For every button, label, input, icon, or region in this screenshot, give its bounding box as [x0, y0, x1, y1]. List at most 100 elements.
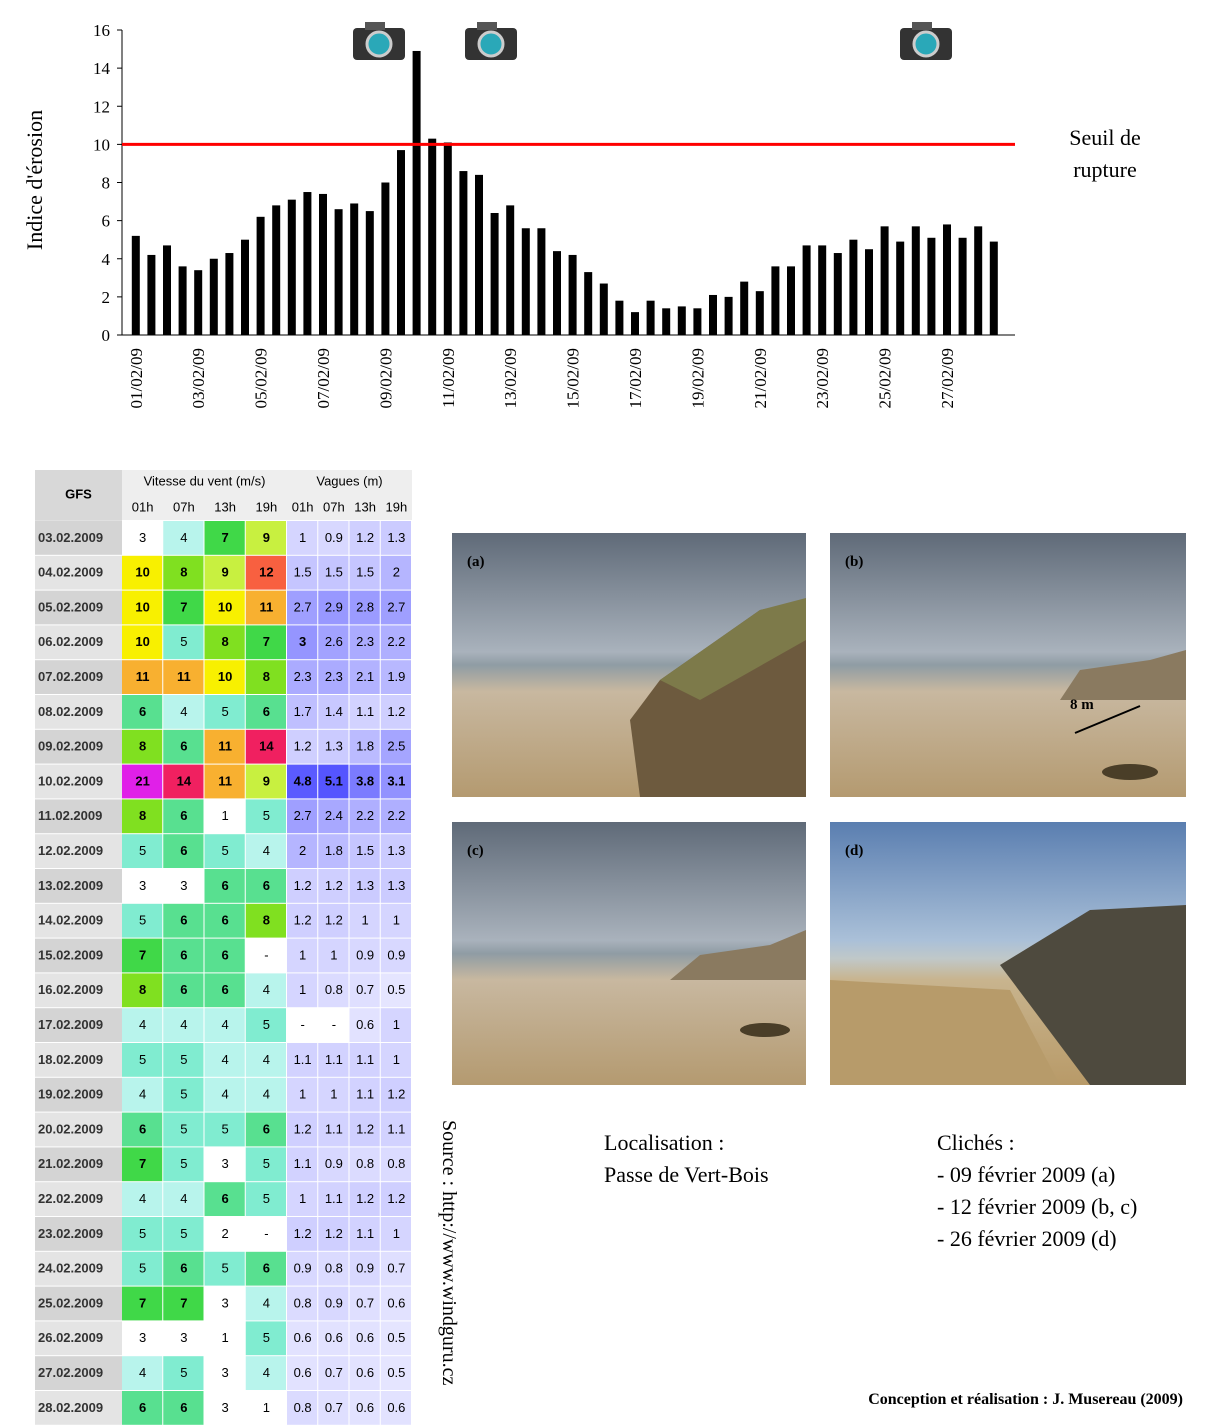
wave-cell: [318, 869, 349, 903]
y-tick-label: 14: [93, 59, 111, 78]
wind-cell: [245, 590, 286, 625]
wave-cell: [380, 1043, 411, 1077]
date: 16.02.2009: [38, 982, 103, 997]
wave-value: 1.3: [325, 739, 343, 754]
wind-cell: [204, 764, 245, 799]
wave-cell: [287, 1182, 318, 1216]
wave-cell: [287, 1112, 318, 1147]
wind-value: 4: [139, 1365, 146, 1380]
bar: [178, 266, 187, 335]
wind-cell: [245, 1356, 286, 1390]
wind-cell: [163, 1147, 204, 1182]
wave-cell: [380, 625, 411, 660]
y-tick-label: 4: [102, 250, 111, 269]
date: 23.02.2009: [38, 1226, 103, 1241]
wind-cell: [163, 1251, 204, 1286]
wind-cell: [204, 938, 245, 973]
wave-value: 1: [393, 1226, 400, 1241]
wave-cell: [287, 1286, 318, 1321]
wind-value: 8: [139, 982, 146, 997]
wind-cell: [163, 799, 204, 834]
photo-label: (c): [467, 843, 484, 859]
x-tick-label: 01/02/09: [127, 348, 146, 408]
wind-cell: [163, 660, 204, 694]
wind-value: 6: [263, 1261, 270, 1276]
hour-header: 01h: [292, 499, 314, 514]
bar: [131, 235, 140, 335]
wind-cell: [122, 1356, 163, 1390]
x-tick-label: 19/02/09: [688, 348, 707, 408]
bar: [428, 138, 437, 335]
bar: [849, 239, 858, 335]
wave-cell: [349, 1008, 380, 1042]
wave-cell: [318, 1391, 349, 1425]
wave-value: 0.9: [387, 947, 405, 962]
wave-value: 2.3: [294, 669, 312, 684]
wind-value: 8: [263, 913, 270, 928]
wave-value: 2.2: [387, 634, 405, 649]
date-cell: [35, 1043, 122, 1077]
wave-value: 0.8: [325, 1261, 343, 1276]
bar: [677, 306, 686, 335]
wave-value: 1.1: [356, 704, 374, 719]
wave-cell: [318, 1147, 349, 1182]
bar: [225, 253, 234, 335]
wind-cell: [122, 1147, 163, 1182]
wave-cell: [349, 973, 380, 1008]
wind-value: 6: [222, 982, 229, 997]
wave-value: 1.1: [356, 1052, 374, 1067]
wind-value: 6: [180, 739, 187, 754]
wave-cell: [349, 869, 380, 903]
wave-cell: [349, 1356, 380, 1390]
hour-header: 19h: [256, 499, 278, 514]
wave-cell: [287, 1321, 318, 1356]
wind-value: 5: [222, 1261, 229, 1276]
wave-value: 0.5: [387, 982, 405, 997]
x-tick-label: 25/02/09: [876, 348, 895, 408]
wave-value: -: [300, 1017, 304, 1032]
date-cell: [35, 1251, 122, 1286]
wind-cell: [122, 973, 163, 1008]
wave-value: 2.7: [294, 808, 312, 823]
y-tick-label: 16: [93, 21, 110, 40]
wave-cell: [380, 1356, 411, 1390]
wind-value: 6: [180, 913, 187, 928]
wind-cell: [245, 660, 286, 694]
hour-header: 19h: [386, 499, 408, 514]
wind-value: -: [264, 947, 268, 962]
wave-cell: [318, 1321, 349, 1356]
wave-value: 1.2: [356, 1191, 374, 1206]
wind-cell: [163, 973, 204, 1008]
wind-cell: [204, 834, 245, 868]
wave-cell: [318, 1286, 349, 1321]
photo-d: [830, 822, 1186, 1085]
wave-cell: [287, 973, 318, 1008]
wave-cell: [380, 1077, 411, 1112]
wave-cell: [380, 1321, 411, 1356]
bar: [412, 50, 421, 335]
wind-value: 2: [222, 1226, 229, 1241]
bar: [350, 203, 359, 335]
wind-value: 4: [263, 1295, 270, 1310]
wave-value: 2.3: [356, 634, 374, 649]
wind-cell: [122, 1251, 163, 1286]
wind-cell: [245, 834, 286, 868]
date-cell: [35, 938, 122, 973]
wind-value: 10: [218, 599, 232, 614]
wind-cell: [163, 869, 204, 903]
caption-title: Clichés :: [937, 1130, 1015, 1155]
wave-cell: [349, 903, 380, 938]
wave-value: 0.7: [356, 982, 374, 997]
wave-cell: [349, 1043, 380, 1077]
wave-cell: [380, 1112, 411, 1147]
x-tick-label: 05/02/09: [252, 348, 271, 408]
date-cell: [35, 799, 122, 834]
wind-value: 4: [263, 1365, 270, 1380]
wave-value: 1.8: [356, 739, 374, 754]
wave-cell: [380, 555, 411, 590]
wave-cell: [318, 938, 349, 973]
wave-cell: [287, 1391, 318, 1425]
wave-value: 2.1: [356, 669, 374, 684]
wind-value: 8: [263, 669, 270, 684]
bar: [709, 294, 717, 335]
